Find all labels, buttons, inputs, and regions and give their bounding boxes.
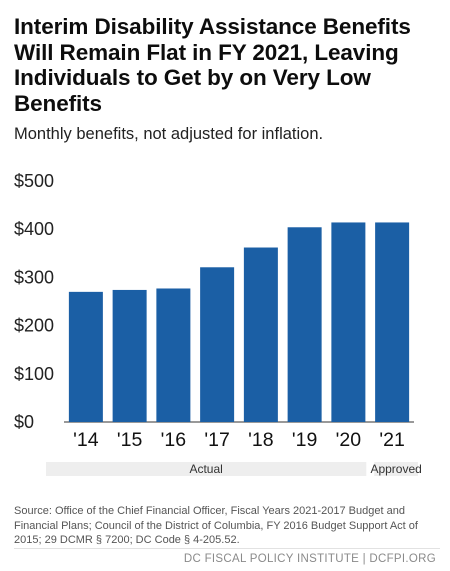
- period-groups: Actual Approved: [46, 462, 422, 476]
- x-tick-label: '14: [73, 429, 99, 451]
- x-tick-label: '19: [292, 429, 317, 451]
- x-axis: '14 '15 '16 '17 '18 '19 '20 '21: [73, 429, 405, 451]
- x-tick-label: '18: [248, 429, 273, 451]
- x-tick-label: '20: [336, 429, 362, 451]
- bar: [331, 222, 366, 422]
- source-note: Source: Office of the Chief Financial Of…: [14, 505, 418, 546]
- x-tick-label: '16: [161, 429, 186, 451]
- bar: [156, 288, 191, 422]
- bar: [375, 222, 410, 422]
- bar: [68, 291, 103, 422]
- y-axis: $0 $100 $200 $300 $400 $500: [14, 171, 54, 432]
- x-tick-label: '17: [204, 429, 229, 451]
- y-tick-label: $400: [14, 219, 54, 239]
- footer-credit: DC FISCAL POLICY INSTITUTE | DCFPI.ORG: [183, 553, 436, 565]
- bar: [112, 289, 147, 422]
- footer-divider: [14, 548, 440, 549]
- y-tick-label: $500: [14, 171, 54, 191]
- period-band: [374, 462, 418, 476]
- y-tick-label: $200: [14, 316, 54, 336]
- period-label: Approved: [370, 462, 421, 476]
- x-tick-label: '15: [117, 429, 143, 451]
- x-tick-label: '21: [379, 429, 404, 451]
- bars: [68, 222, 410, 422]
- period-band: [46, 462, 367, 476]
- bar: [287, 227, 322, 422]
- period-label: Actual: [189, 462, 222, 476]
- bar: [200, 267, 235, 422]
- y-tick-label: $0: [14, 412, 34, 432]
- chart-title: Interim Disability Assistance Benefits W…: [14, 14, 411, 116]
- bar: [243, 247, 278, 422]
- y-tick-label: $100: [14, 364, 54, 384]
- y-tick-label: $300: [14, 267, 54, 287]
- chart-subtitle: Monthly benefits, not adjusted for infla…: [14, 125, 324, 143]
